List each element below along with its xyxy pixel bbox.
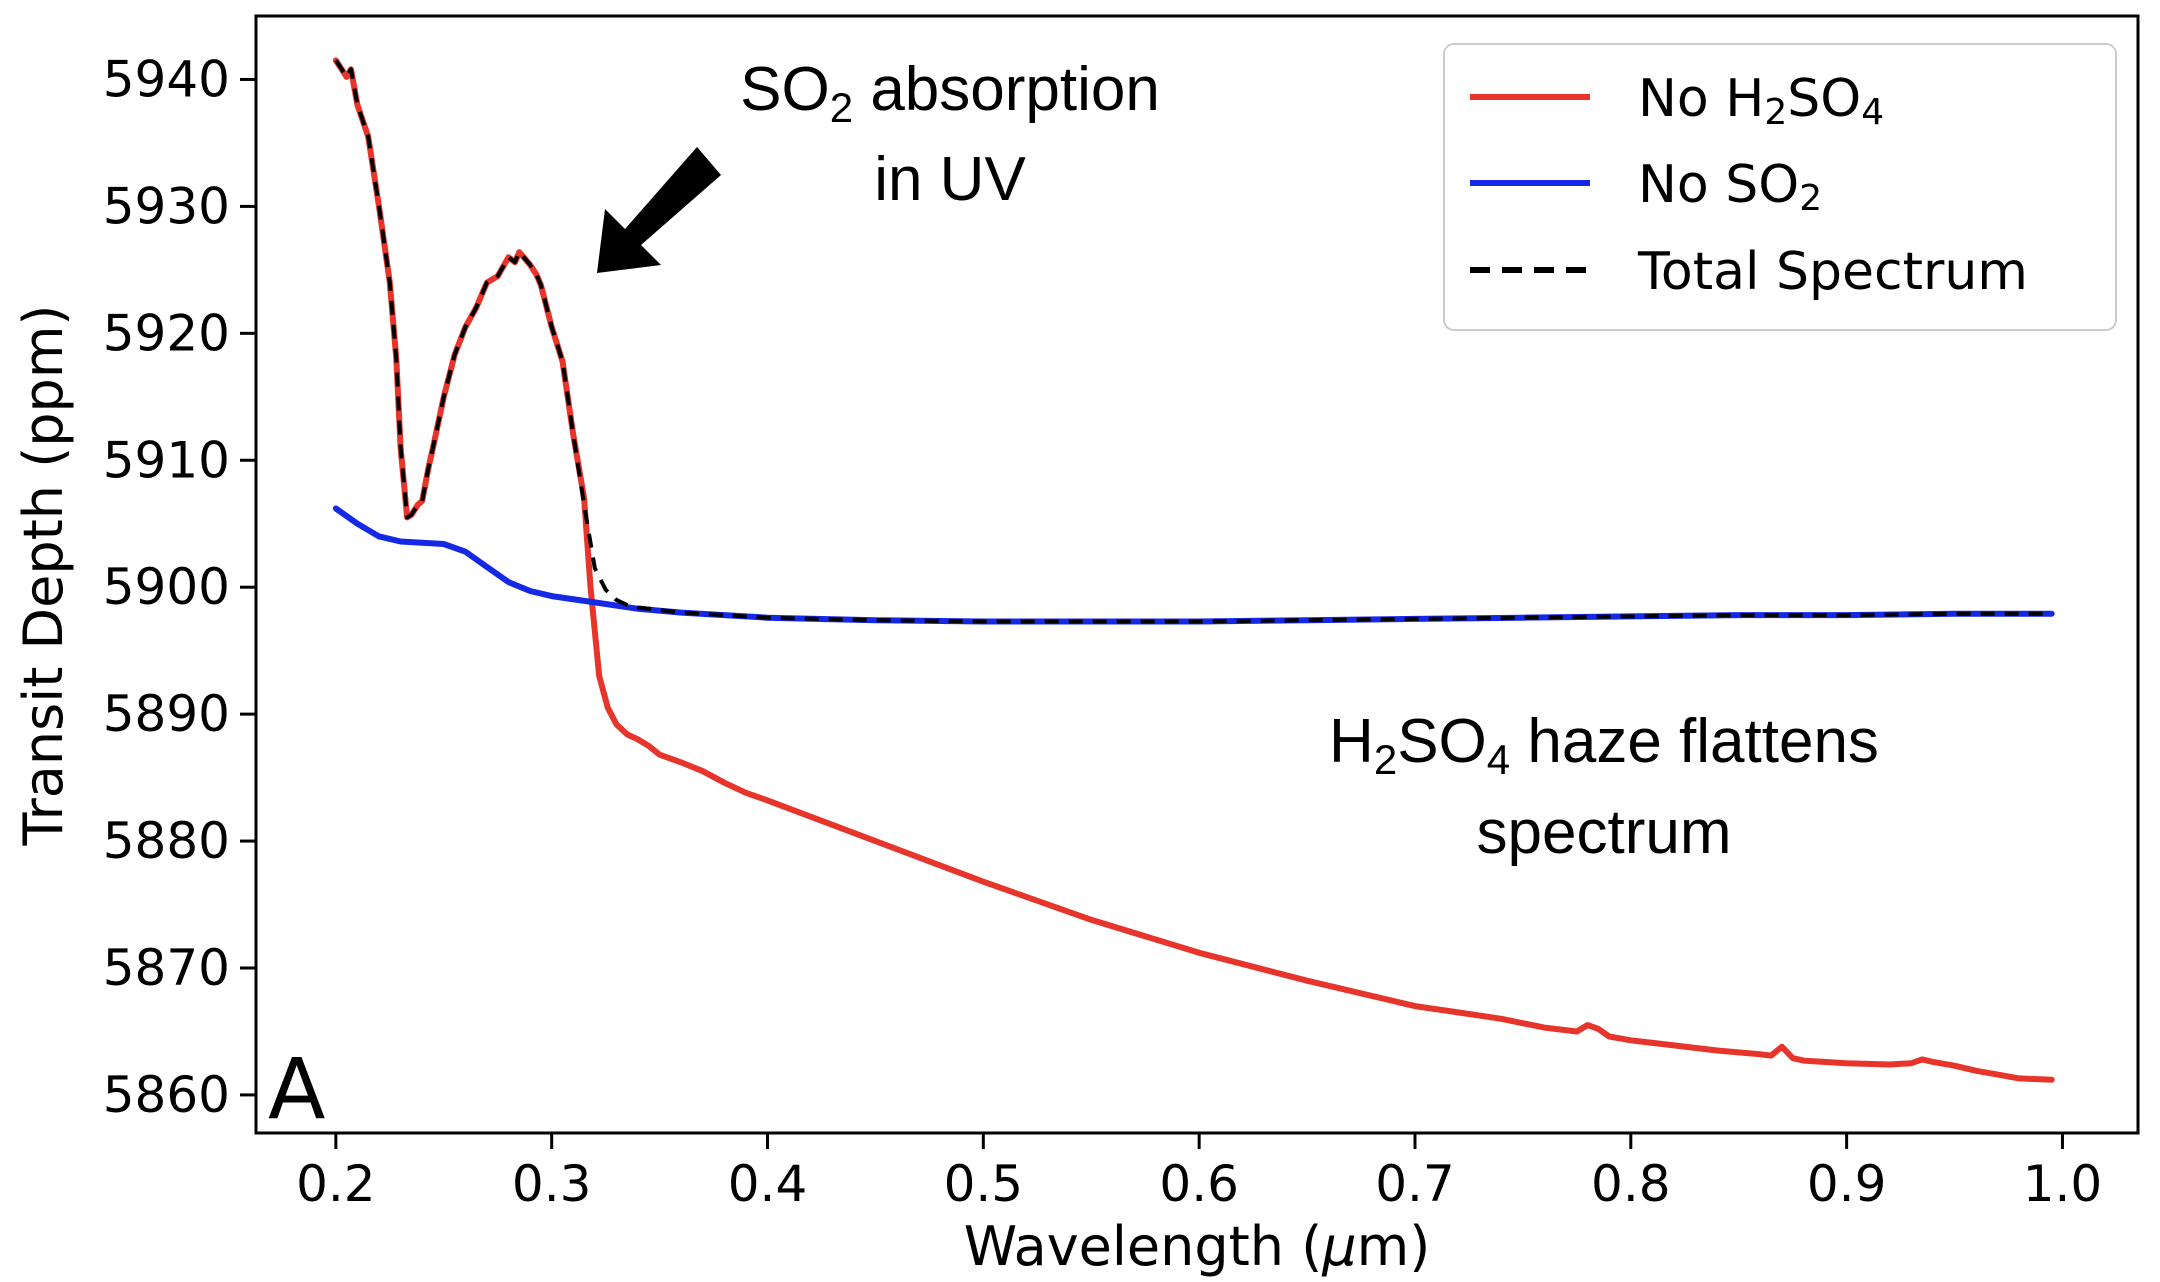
y-tick-label: 5860 — [103, 1066, 230, 1124]
y-tick-label: 5930 — [103, 177, 230, 235]
x-axis-label: Wavelength (μm) — [964, 1215, 1431, 1278]
x-tick-label: 0.5 — [944, 1155, 1024, 1213]
legend: No H2SO4 No SO2 Total Spectrum — [1443, 43, 2117, 331]
panel-label: A — [268, 1040, 325, 1138]
x-tick-label: 0.3 — [512, 1155, 592, 1213]
y-tick-label: 5920 — [103, 304, 230, 362]
x-axis-ticks: 0.2 0.3 0.4 0.5 0.6 0.7 0.8 0.9 1.0 — [296, 1133, 2102, 1213]
annotation-so2-line1: SO2 absorption — [740, 55, 1160, 131]
x-tick-label: 0.2 — [296, 1155, 376, 1213]
y-tick-label: 5890 — [103, 685, 230, 743]
y-tick-label: 5880 — [103, 812, 230, 870]
annotation-arrow — [597, 147, 721, 273]
legend-box — [1443, 43, 2117, 331]
annotation-haze-line2: spectrum — [1477, 798, 1732, 867]
x-tick-label: 0.8 — [1591, 1155, 1671, 1213]
series-line-total-spectrum — [334, 59, 2052, 624]
x-tick-label: 0.6 — [1159, 1155, 1239, 1213]
y-tick-label: 5940 — [103, 50, 230, 108]
y-axis-ticks: 5860 5870 5880 5890 5900 5910 5920 5930 5940 — [103, 50, 256, 1124]
annotation-haze-line1: H2SO4 haze flattens — [1329, 707, 1879, 783]
y-tick-label: 5900 — [103, 558, 230, 616]
plot-content — [332, 57, 2055, 1083]
x-tick-label: 0.7 — [1375, 1155, 1455, 1213]
x-tick-label: 1.0 — [2023, 1155, 2103, 1213]
series-line-no-h-so — [332, 57, 2055, 1083]
legend-label-total: Total Spectrum — [1637, 242, 2028, 302]
x-tick-label: 0.4 — [728, 1155, 808, 1213]
legend-label-no-h2so4: No H2SO4 — [1638, 69, 1884, 133]
plot-frame — [254, 14, 2140, 1135]
y-axis-label: Transit Depth (ppm) — [12, 305, 75, 847]
x-tick-label: 0.9 — [1807, 1155, 1887, 1213]
y-tick-label: 5870 — [103, 939, 230, 997]
y-tick-label: 5910 — [103, 431, 230, 489]
annotation-so2-line2: in UV — [874, 145, 1026, 214]
legend-label-no-so2: No SO2 — [1638, 155, 1822, 219]
